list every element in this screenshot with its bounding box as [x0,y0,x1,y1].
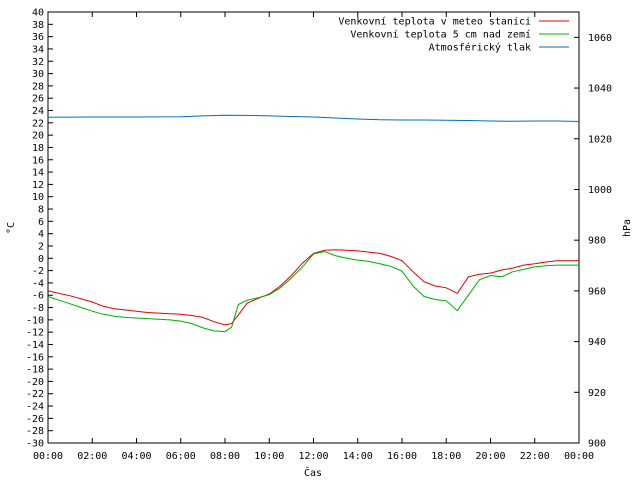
y-tick-label: 0 [38,254,44,265]
y-tick-label: 32 [32,57,44,68]
y-tick-label: 16 [32,155,44,166]
y-tick-label: 2 [38,241,44,252]
y-tick-label: -2 [32,266,44,277]
y-tick-label: 6 [38,217,44,228]
y2-axis-label: hPa [622,219,633,237]
y-tick-label: -26 [26,414,44,425]
y2-tick-label: 900 [588,439,606,450]
x-tick-label: 20:00 [475,451,505,462]
series-lines [47,114,580,333]
y-tick-label: -24 [26,402,44,413]
y-axis-label: °C [6,222,17,234]
legend-label: Venkovní teplota 5 cm nad zemí [350,29,531,41]
y-tick-label: -22 [26,389,44,400]
y-tick-label: 4 [38,229,44,240]
y2-tick-label: 940 [588,337,606,348]
y-tick-label: 34 [32,44,44,55]
series-line-2 [47,250,579,333]
x-tick-label: 06:00 [166,451,196,462]
x-axis-label: Čas [304,466,322,479]
x-tick-label: 22:00 [520,451,550,462]
y-tick-label: -20 [26,377,44,388]
x-axis: 00:00 02:00 04:00 06:00 08:00 10:00 12:00 14:00… [33,12,594,462]
x-tick-label: 18:00 [431,451,461,462]
y-tick-label: 14 [32,168,44,179]
y-tick-label: 36 [32,32,44,43]
y-tick-label: 26 [32,94,44,105]
y-tick-label: 40 [32,8,44,19]
y-tick-label: 12 [32,180,44,191]
y-tick-label: 24 [32,106,44,117]
series-line-3 [47,114,580,122]
y-tick-label: -12 [26,328,44,339]
legend-label: Venkovní teplota v meteo stanici [338,16,531,28]
y-tick-label: -28 [26,426,44,437]
x-tick-label: 00:00 [564,451,594,462]
y-tick-label: 20 [32,131,44,142]
x-tick-label: 12:00 [298,451,328,462]
y2-tick-label: 1060 [588,33,612,44]
y-tick-label: 30 [32,69,44,80]
y-tick-label: 28 [32,81,44,92]
y2-tick-label: 1020 [588,134,612,145]
x-tick-label: 14:00 [343,451,373,462]
x-tick-label: 10:00 [254,451,284,462]
y-tick-label: -16 [26,352,44,363]
x-tick-label: 08:00 [210,451,240,462]
y-tick-label: -18 [26,365,44,376]
y2-tick-label: 980 [588,236,606,247]
legend-label: Atmosférický tlak [429,42,531,54]
x-tick-label: 00:00 [33,451,63,462]
y-tick-label: -6 [32,291,44,302]
y2-tick-label: 1040 [588,84,612,95]
plot-frame [47,11,580,444]
y2-tick-label: 920 [588,388,606,399]
y-tick-label: 22 [32,118,44,129]
left-axis: 4038363432302826242220181614121086420-2-… [26,8,53,450]
series-line-1 [47,249,579,326]
y-tick-label: -8 [32,303,44,314]
x-tick-label: 16:00 [387,451,417,462]
y-tick-label: -4 [32,278,44,289]
y-tick-label: 38 [32,20,44,31]
y-tick-label: 8 [38,205,44,216]
right-axis: 1060 1040 1020 1000 980 960 940 920 900 [574,33,612,450]
legend: Venkovní teplota v meteo staniciVenkovní… [338,16,569,54]
y-tick-label: 18 [32,143,44,154]
y-tick-label: -30 [26,439,44,450]
x-tick-label: 02:00 [77,451,107,462]
y-tick-label: -10 [26,315,44,326]
y2-tick-label: 1000 [588,185,612,196]
x-tick-label: 04:00 [121,451,151,462]
y2-tick-label: 960 [588,286,606,297]
y-tick-label: -14 [26,340,44,351]
y-tick-label: 10 [32,192,44,203]
